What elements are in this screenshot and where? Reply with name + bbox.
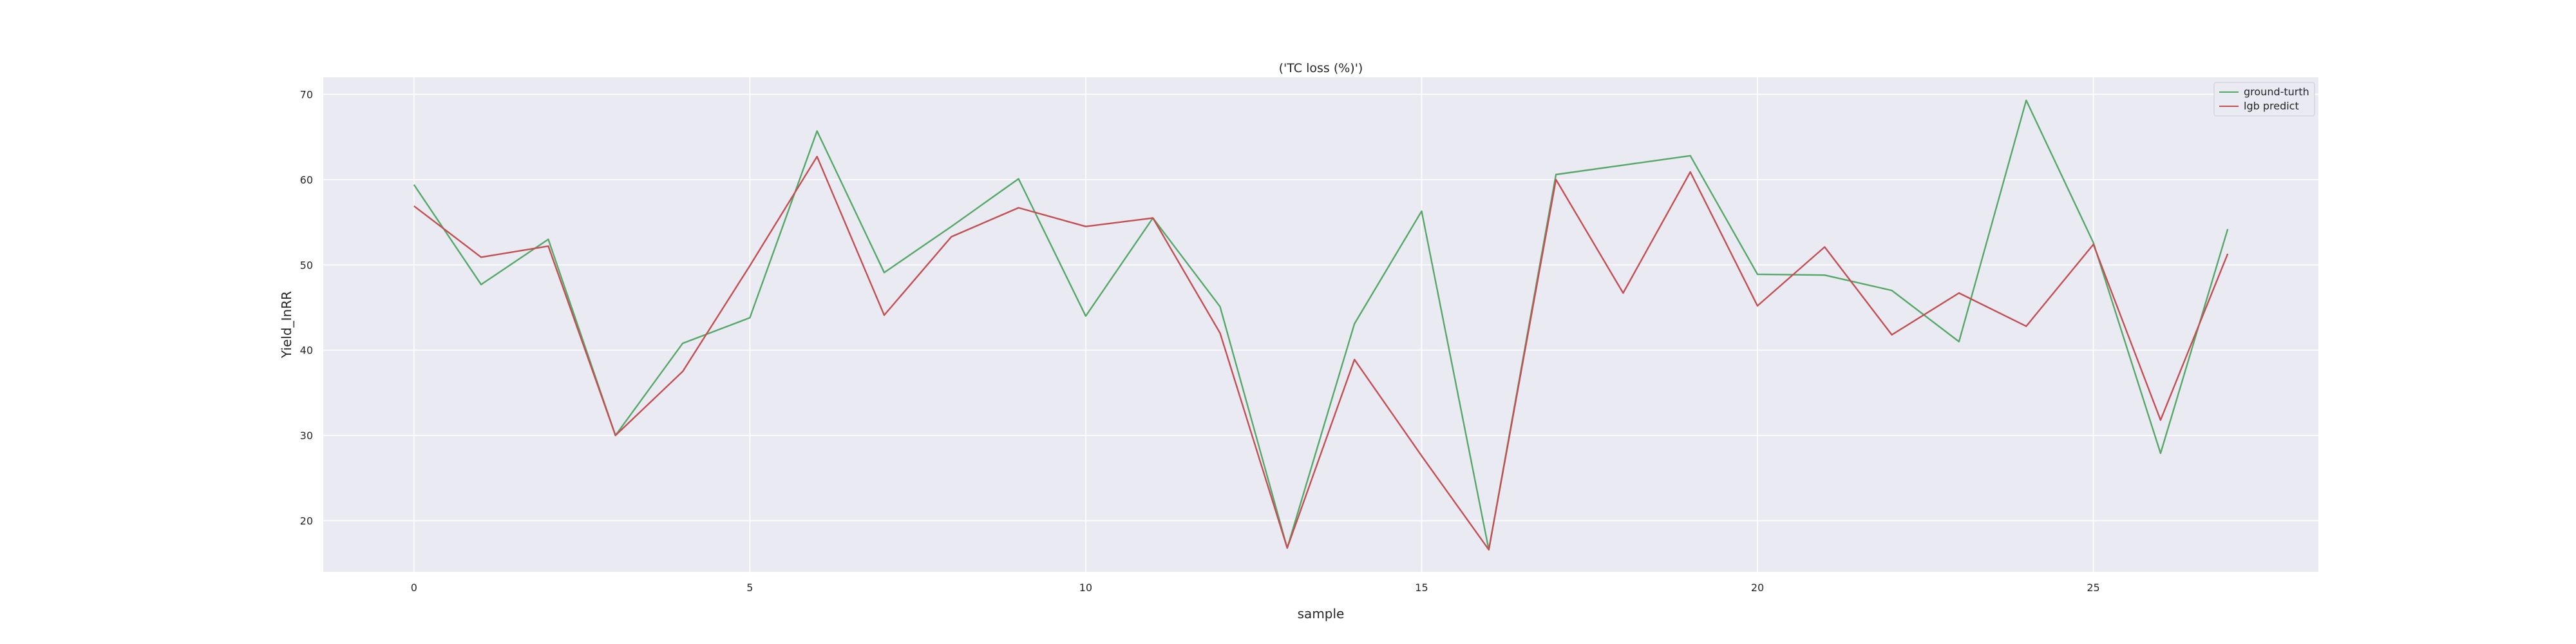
- series-lines: [413, 99, 2229, 551]
- plot-area: [323, 77, 2318, 572]
- y-tick-label: 70: [300, 88, 313, 100]
- tick-labels: 0 5 10 15 20 25 20 30 40 50 60 70: [300, 88, 2100, 594]
- x-tick-label: 10: [1079, 582, 1092, 594]
- series-line-ground-turth: [413, 99, 2229, 551]
- x-tick-label: 5: [746, 582, 753, 594]
- legend-label-ground-turth: ground-turth: [2244, 86, 2309, 98]
- y-tick-label: 60: [300, 174, 313, 186]
- x-tick-label: 20: [1751, 582, 1764, 594]
- y-tick-label: 20: [300, 515, 313, 527]
- legend-label-lgb-predict: lgb predict: [2244, 100, 2299, 112]
- series-line-lgb-predict: [413, 155, 2229, 551]
- grid-lines: [323, 77, 2318, 572]
- y-tick-label: 50: [300, 259, 313, 271]
- y-tick-label: 40: [300, 345, 313, 357]
- x-axis-label: sample: [1298, 606, 1345, 621]
- y-axis-label: Yield_InRR: [279, 291, 294, 359]
- x-tick-label: 15: [1415, 582, 1428, 594]
- x-tick-label: 0: [411, 582, 417, 594]
- legend: ground-turth lgb predict: [2213, 82, 2315, 117]
- y-tick-label: 30: [300, 430, 313, 442]
- legend-box: [2213, 82, 2315, 117]
- chart-title: ('TC loss (%)'): [1279, 61, 1363, 75]
- x-tick-label: 25: [2087, 582, 2099, 594]
